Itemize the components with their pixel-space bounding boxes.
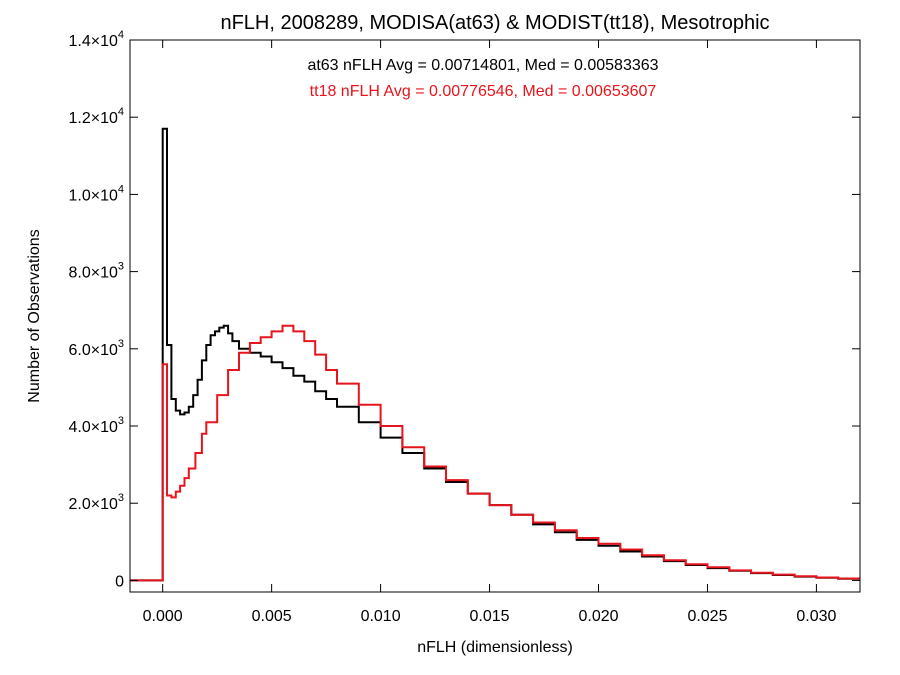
- series-line-1: [130, 324, 860, 582]
- x-tick-label-6: 0.030: [796, 608, 836, 625]
- y-axis-label: Number of Observations: [26, 229, 43, 402]
- chart-title: nFLH, 2008289, MODISA(at63) & MODIST(tt1…: [220, 12, 769, 34]
- y-tick-label-3: 6.0×103: [68, 338, 124, 359]
- plot-frame: [129, 39, 861, 593]
- x-tick-label-1: 0.005: [252, 608, 292, 625]
- x-tick-label-3: 0.015: [470, 608, 510, 625]
- y-axis: 0 2.0×103 4.0×103 6.0×103 8.0×103 1.0×104 1.2×…: [68, 29, 860, 590]
- y-tick-label-2: 4.0×103: [68, 415, 124, 436]
- x-axis-label: nFLH (dimensionless): [417, 639, 573, 656]
- x-tick-label-0: 0.000: [143, 608, 183, 625]
- y-tick-label-7: 1.4×104: [68, 29, 124, 50]
- annotation-tt18: tt18 nFLH Avg = 0.00776546, Med = 0.0065…: [310, 83, 657, 100]
- x-tick-label-5: 0.025: [687, 608, 727, 625]
- y-tick-label-4: 8.0×103: [68, 261, 124, 282]
- y-tick-label-1: 2.0×103: [68, 492, 124, 513]
- x-axis: 0.000 0.005 0.010 0.015 0.020 0.025 0.030: [143, 40, 837, 625]
- x-tick-label-4: 0.020: [578, 608, 618, 625]
- series-layer: [130, 127, 860, 582]
- y-tick-label-5: 1.0×104: [68, 183, 124, 204]
- y-tick-label-6: 1.2×104: [68, 106, 124, 127]
- y-tick-label-0: 0: [115, 573, 124, 590]
- x-tick-label-2: 0.010: [361, 608, 401, 625]
- annotation-at63: at63 nFLH Avg = 0.00714801, Med = 0.0058…: [307, 57, 658, 74]
